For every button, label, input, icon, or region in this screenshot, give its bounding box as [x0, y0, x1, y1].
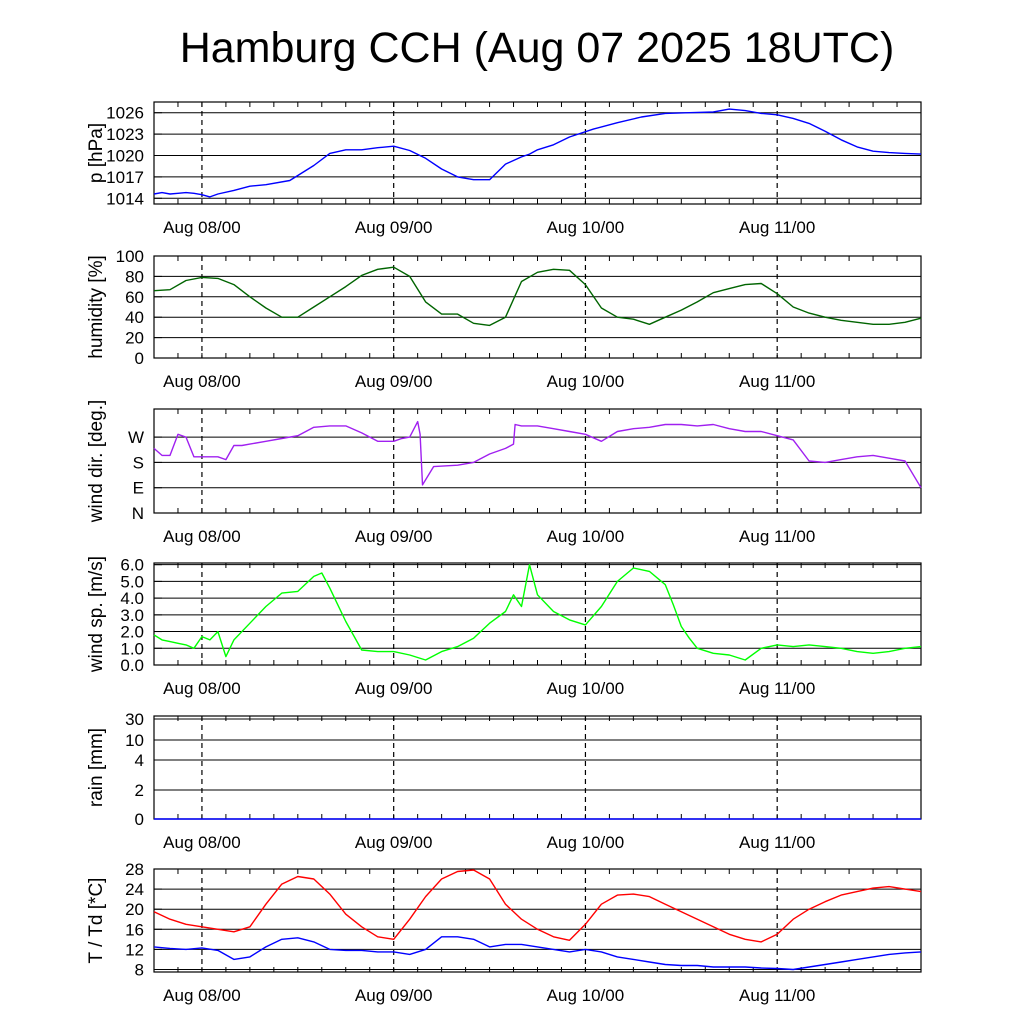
y-tick-label: 24 — [125, 880, 144, 899]
y-tick-label: 0.0 — [120, 656, 144, 675]
y-tick-label: 4.0 — [120, 589, 144, 608]
y-tick-label: 2 — [135, 781, 144, 800]
x-tick-label: Aug 09/00 — [355, 372, 433, 391]
panel-frame — [153, 868, 922, 973]
x-tick-label: Aug 11/00 — [739, 218, 815, 237]
y-tick-label: S — [133, 453, 144, 472]
y-tick-label: 1014 — [106, 189, 144, 208]
y-tick-label: 28 — [125, 860, 144, 879]
series-line — [153, 108, 922, 198]
series-line — [153, 869, 922, 943]
x-tick-label: Aug 09/00 — [355, 679, 433, 698]
y-tick-label: 1017 — [106, 168, 144, 187]
y-tick-label: 0 — [135, 810, 144, 829]
panel-frame — [153, 715, 922, 820]
y-tick-label: 80 — [125, 267, 144, 286]
y-axis-label: rain [mm] — [86, 728, 107, 807]
y-axis-label: p [hPa] — [86, 123, 107, 183]
y-axis-label: humidity [%] — [86, 255, 107, 358]
y-tick-label: 5.0 — [120, 572, 144, 591]
y-tick-label: 2.0 — [120, 623, 144, 642]
series-line — [153, 564, 922, 661]
y-tick-label: 30 — [125, 710, 144, 729]
y-tick-label: 4 — [135, 751, 144, 770]
y-tick-label: 1023 — [106, 125, 144, 144]
x-tick-label: Aug 10/00 — [547, 372, 625, 391]
x-tick-label: Aug 10/00 — [547, 218, 625, 237]
y-tick-label: N — [132, 504, 144, 523]
x-tick-label: Aug 09/00 — [355, 527, 433, 546]
rain-panel: 0 2 410 30 Aug 08/00 Aug 09/00 Aug 10/00 Aug 11… — [86, 710, 922, 852]
panel-frame — [153, 255, 922, 359]
y-tick-label: 6.0 — [120, 556, 144, 575]
y-tick-label: 100 — [116, 247, 144, 266]
x-tick-label: Aug 08/00 — [163, 372, 241, 391]
y-tick-label: 10 — [125, 731, 144, 750]
x-tick-label: Aug 08/00 — [163, 833, 241, 852]
y-tick-label: E — [133, 479, 144, 498]
y-tick-label: 1026 — [106, 104, 144, 123]
x-tick-label: Aug 11/00 — [739, 527, 815, 546]
y-tick-label: 60 — [125, 288, 144, 307]
x-tick-label: Aug 10/00 — [547, 833, 625, 852]
y-tick-label: 1.0 — [120, 639, 144, 658]
y-axis-label: wind dir. [deg.] — [86, 400, 107, 524]
x-tick-label: Aug 11/00 — [739, 372, 815, 391]
x-tick-label: Aug 09/00 — [355, 833, 433, 852]
x-tick-label: Aug 11/00 — [739, 679, 815, 698]
x-tick-label: Aug 08/00 — [163, 218, 241, 237]
series-line — [153, 936, 922, 971]
x-tick-label: Aug 09/00 — [355, 986, 433, 1005]
panel-frame — [153, 562, 922, 666]
y-tick-label: 40 — [125, 308, 144, 327]
panel-frame — [153, 408, 922, 514]
y-tick-label: 16 — [125, 920, 144, 939]
y-axis-label: T / Td [*C] — [86, 878, 107, 964]
y-tick-label: 20 — [125, 900, 144, 919]
x-tick-label: Aug 10/00 — [547, 527, 625, 546]
y-axis-label: wind sp. [m/s] — [86, 556, 107, 673]
x-tick-label: Aug 09/00 — [355, 218, 433, 237]
chart-title: Hamburg CCH (Aug 07 2025 18UTC) — [179, 24, 895, 72]
y-tick-label: 12 — [125, 940, 144, 959]
pressure-panel: 1014 1017 1020 1023 1026 Aug 08/00 Aug 09/00 Au… — [86, 101, 922, 237]
x-tick-label: Aug 08/00 — [163, 527, 241, 546]
y-tick-label: 3.0 — [120, 606, 144, 625]
wind-speed-panel: 0.01.02.03.04.05.06.0 Aug 08/00 Aug 09/00 A… — [86, 556, 922, 698]
y-tick-label: 1020 — [106, 146, 144, 165]
x-tick-label: Aug 10/00 — [547, 986, 625, 1005]
x-tick-label: Aug 08/00 — [163, 986, 241, 1005]
series-line — [153, 420, 922, 489]
panel-frame — [153, 101, 922, 205]
y-tick-label: 0 — [135, 349, 144, 368]
x-tick-label: Aug 08/00 — [163, 679, 241, 698]
x-tick-label: Aug 10/00 — [547, 679, 625, 698]
x-tick-label: Aug 11/00 — [739, 833, 815, 852]
series-line — [153, 266, 922, 327]
x-tick-label: Aug 11/00 — [739, 986, 815, 1005]
y-tick-label: 8 — [135, 960, 144, 979]
y-tick-label: 20 — [125, 329, 144, 348]
y-tick-label: W — [128, 428, 144, 447]
